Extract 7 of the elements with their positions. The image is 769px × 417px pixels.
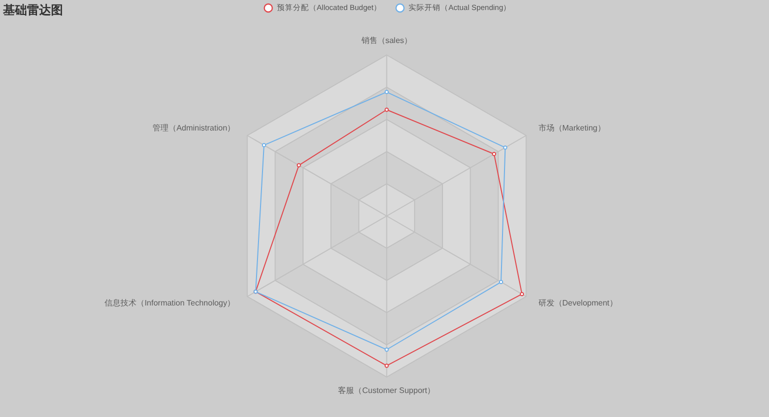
axis-label: 研发（Development） (538, 298, 618, 308)
axis-label: 市场（Marketing） (538, 124, 606, 133)
title: 基础雷达图 (3, 3, 63, 18)
axis-label: 销售（sales） (361, 36, 412, 46)
axis-label: 客服（Customer Support） (338, 386, 436, 396)
axis-label: 管理（Administration） (152, 124, 236, 133)
axis-label: 信息技术（Information Technology） (104, 298, 236, 308)
